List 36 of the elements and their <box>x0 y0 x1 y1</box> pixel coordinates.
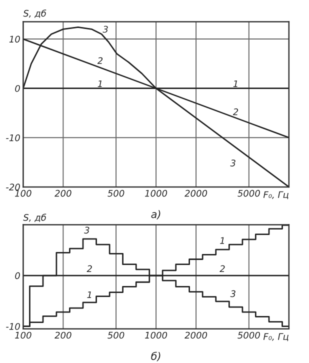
x-tick-label: 1000 <box>145 190 168 197</box>
x-tick-label: 200 <box>54 190 72 197</box>
text: б) <box>151 352 160 362</box>
x-tick-label: 500 <box>108 190 124 197</box>
y-axis-title: S, дб <box>23 10 46 18</box>
y-tick-label: 0 <box>15 272 20 280</box>
x-tick-label: 2000 <box>184 332 208 339</box>
text: 2 <box>97 57 103 64</box>
series-label: 2 <box>232 108 238 116</box>
x-axis-title: F₀, Гц <box>263 191 288 200</box>
x-tick-label: 5000 <box>238 190 260 197</box>
y-axis-title: S, дб <box>23 214 46 222</box>
x-tick-label: 2000 <box>184 190 208 197</box>
y-tick-label: -10 <box>6 134 20 142</box>
x-tick-label: 500 <box>108 332 124 339</box>
y-tick-label: -20 <box>6 184 20 191</box>
y-tick-label: -10 <box>6 323 20 330</box>
text: 2 <box>220 265 225 272</box>
x-tick-label: 100 <box>15 190 32 197</box>
x-tick-label: 5000 <box>238 332 260 339</box>
series-label: 3 <box>102 26 108 33</box>
text: 1 <box>233 80 238 88</box>
y-tick-label: 10 <box>9 36 20 43</box>
series-label: 1 <box>98 80 102 88</box>
text: 1 <box>220 237 224 244</box>
y-tick-label: 0 <box>15 85 20 92</box>
series-label: 3 <box>230 290 236 298</box>
text: а) <box>151 210 160 220</box>
text: 3 <box>230 160 236 166</box>
series-label: 1 <box>87 291 92 298</box>
x-tick-label: 200 <box>54 332 72 339</box>
x-tick-label: 100 <box>15 332 32 339</box>
x-tick-label: 1000 <box>145 332 168 339</box>
x-axis-title: F₀, Гц <box>263 333 288 342</box>
text: 3 <box>84 226 90 234</box>
series-label: 2 <box>86 265 92 272</box>
